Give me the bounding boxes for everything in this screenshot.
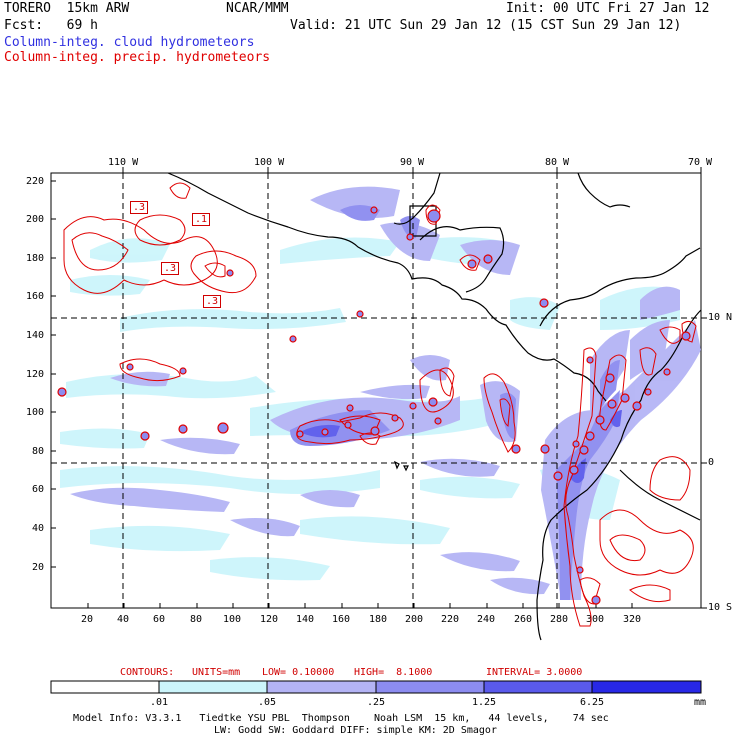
x-tick: 280 xyxy=(550,614,569,625)
lat-label-0: 0 xyxy=(708,457,715,468)
contour-label: .1 xyxy=(192,213,211,226)
forecast-hour: Fcst: 69 h xyxy=(4,18,98,33)
field-cloud-label: Column-integ. cloud hydrometeors xyxy=(4,35,255,50)
colorbar-tick: .01 xyxy=(150,697,169,708)
precip-cells xyxy=(57,206,691,605)
x-tick: 240 xyxy=(477,614,496,625)
precip-contours xyxy=(63,182,697,627)
colorbar-bin-3 xyxy=(375,680,485,694)
contours-low: LOW= 0.10000 xyxy=(262,667,335,678)
colorbar-bin-4 xyxy=(483,680,593,694)
y-tick: 120 xyxy=(26,369,45,380)
x-tick: 220 xyxy=(441,614,460,625)
x-tick: 80 xyxy=(190,614,203,625)
frame-ticks xyxy=(51,167,707,609)
contours-label: CONTOURS: xyxy=(120,667,175,678)
colorbar-bin-5 xyxy=(591,680,702,694)
x-tick: 40 xyxy=(117,614,130,625)
lon-label-70w: 70 W xyxy=(688,157,713,168)
y-tick: 220 xyxy=(26,176,45,187)
y-tick: 140 xyxy=(26,330,45,341)
x-tick: 260 xyxy=(514,614,533,625)
init-time: Init: 00 UTC Fri 27 Jan 12 xyxy=(506,1,710,16)
colorbar-tick: 6.25 xyxy=(580,697,605,708)
x-tick: 200 xyxy=(405,614,424,625)
y-tick: 80 xyxy=(32,446,45,457)
x-tick: 20 xyxy=(81,614,94,625)
cloud-hydrometeor-field xyxy=(60,186,701,600)
org-label: NCAR/MMM xyxy=(226,1,289,16)
contour-label: .3 xyxy=(203,295,222,308)
lat-lon-grid xyxy=(51,173,701,608)
colorbar-bin-1 xyxy=(158,680,268,694)
contour-label: .3 xyxy=(130,201,149,214)
y-tick: 180 xyxy=(26,253,45,264)
colorbar-bin-0 xyxy=(50,680,160,694)
colorbar-tick: 1.25 xyxy=(472,697,497,708)
contour-label: .3 xyxy=(161,262,180,275)
lat-label-10s: 10 S xyxy=(708,602,733,613)
x-tick: 140 xyxy=(296,614,315,625)
lon-label-80w: 80 W xyxy=(545,157,570,168)
lat-label-10n: 10 N xyxy=(708,312,733,323)
y-tick: 40 xyxy=(32,523,45,534)
field-precip-label: Column-integ. precip. hydrometeors xyxy=(4,50,271,65)
x-tick: 100 xyxy=(223,614,242,625)
y-tick: 100 xyxy=(26,407,45,418)
model-physics: LW: Godd SW: Goddard DIFF: simple KM: 2D… xyxy=(214,725,497,736)
y-tick: 200 xyxy=(26,214,45,225)
colorbar-unit: mm xyxy=(694,697,707,708)
colorbar-tick: .05 xyxy=(258,697,277,708)
model-info: Model Info: V3.3.1 Tiedtke YSU PBL Thomp… xyxy=(73,713,609,724)
valid-time: Valid: 21 UTC Sun 29 Jan 12 (15 CST Sun … xyxy=(290,18,682,33)
map-frame xyxy=(50,172,702,609)
x-tick: 60 xyxy=(153,614,166,625)
x-tick: 180 xyxy=(369,614,388,625)
x-tick: 300 xyxy=(586,614,605,625)
contours-interval: INTERVAL= 3.0000 xyxy=(486,667,583,678)
colorbar xyxy=(50,680,702,694)
colorbar-bin-2 xyxy=(266,680,377,694)
colorbar-tick: .25 xyxy=(367,697,386,708)
contours-units: UNITS=mm xyxy=(192,667,241,678)
model-title: TORERO 15km ARW xyxy=(4,1,130,16)
x-tick: 320 xyxy=(623,614,642,625)
x-tick: 120 xyxy=(260,614,279,625)
lon-label-90w: 90 W xyxy=(400,157,425,168)
x-tick: 160 xyxy=(332,614,351,625)
y-tick: 20 xyxy=(32,562,45,573)
coastlines xyxy=(167,172,702,641)
lon-label-100w: 100 W xyxy=(254,157,285,168)
y-tick: 60 xyxy=(32,484,45,495)
y-tick: 160 xyxy=(26,291,45,302)
contours-high: HIGH= 8.1000 xyxy=(354,667,433,678)
lon-label-110w: 110 W xyxy=(108,157,139,168)
